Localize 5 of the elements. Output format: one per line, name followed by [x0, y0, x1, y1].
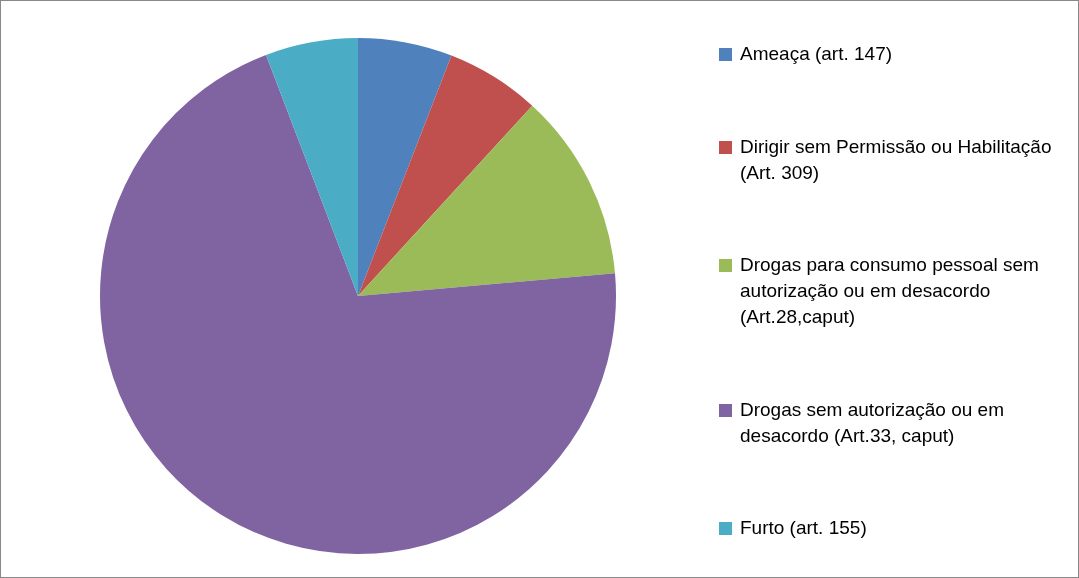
- legend-label: Dirigir sem Permissão ou Habilitação (Art. 309): [740, 134, 1053, 185]
- legend-label: Drogas sem autorização ou em desacordo (Art.33, caput): [740, 397, 1005, 448]
- legend-label: Furto (art. 155): [740, 516, 867, 540]
- legend-label: Drogas para consumo pessoal sem autorização ou em desacordo (Art.28,caput): [740, 253, 1040, 329]
- legend-label: Ameaça (art. 147): [740, 42, 893, 66]
